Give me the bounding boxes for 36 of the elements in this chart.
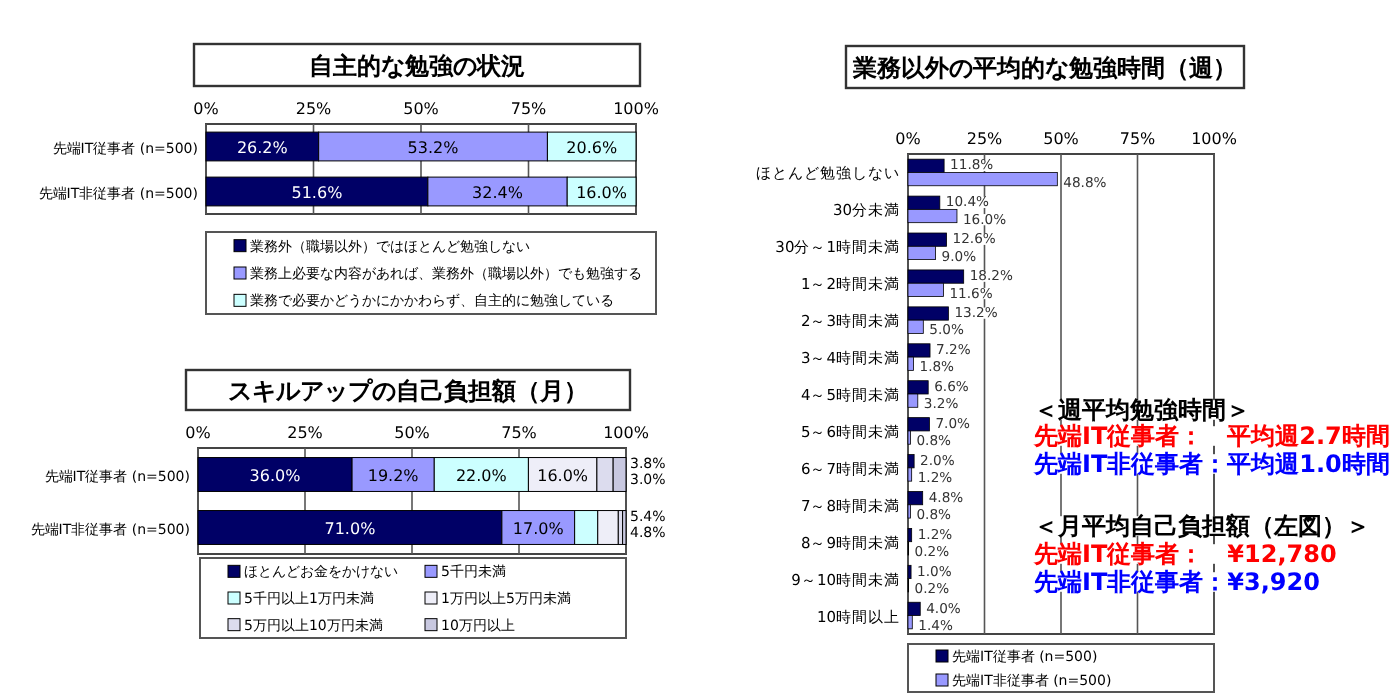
x-tick-label: 0% <box>193 100 220 118</box>
x-tick-label: 25% <box>295 100 333 118</box>
data-label: 17.0% <box>512 519 565 538</box>
x-tick-label: 0% <box>185 424 212 442</box>
data-label: 32.4% <box>472 183 524 202</box>
x-tick-label: 100% <box>1191 130 1238 148</box>
chart-title: スキルアップの自己負担額（月） <box>228 377 588 405</box>
chart-title: 業務以外の平均的な勉強時間（週） <box>851 54 1237 82</box>
data-label: 53.2% <box>407 138 460 157</box>
x-tick-label: 50% <box>403 100 440 118</box>
data-label: 51.6% <box>291 183 344 202</box>
annotation: ＜月平均自己負担額（左図）＞ <box>1034 512 1370 540</box>
x-tick-label: 0% <box>895 130 922 148</box>
x-tick-label: 50% <box>1043 130 1080 148</box>
x-tick-label: 50% <box>394 424 431 442</box>
x-tick-label: 75% <box>1119 130 1157 148</box>
x-tick-label: 100% <box>603 424 650 442</box>
annotation: 先端IT非従事者：¥3,920 <box>1032 568 1320 596</box>
data-label: 22.0% <box>455 466 508 485</box>
annotation: 先端IT非従事者：平均週1.0時間 <box>1032 450 1390 478</box>
data-label: 19.2% <box>367 466 420 485</box>
x-tick-label: 25% <box>966 130 1004 148</box>
data-label: 71.0% <box>324 519 377 538</box>
chart-title: 自主的な勉強の状況 <box>309 52 525 80</box>
x-tick-label: 100% <box>613 100 660 118</box>
data-label: 36.0% <box>249 466 302 485</box>
x-tick-label: 75% <box>510 100 548 118</box>
annotation: 先端IT従事者： 平均週2.7時間 <box>1032 422 1390 450</box>
annotation: ＜週平均勉強時間＞ <box>1034 396 1250 424</box>
x-tick-label: 25% <box>287 424 324 442</box>
data-label: 16.0% <box>537 466 589 485</box>
x-tick-label: 75% <box>501 424 538 442</box>
annotation: 先端IT従事者： ¥12,780 <box>1032 540 1337 568</box>
data-label: 20.6% <box>566 138 618 157</box>
data-label: 16.0% <box>576 183 628 202</box>
data-label: 26.2% <box>236 138 289 157</box>
